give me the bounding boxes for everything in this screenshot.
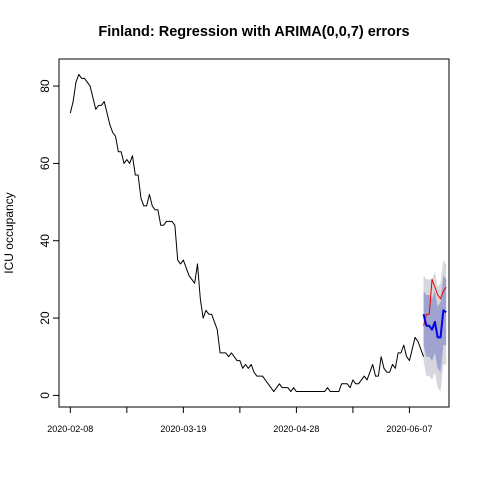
y-tick-label: 20	[38, 311, 52, 325]
x-tick-label: 2020-02-08	[47, 424, 93, 434]
plot-frame	[58, 58, 450, 408]
chart-title: Finland: Regression with ARIMA(0,0,7) er…	[98, 24, 409, 40]
y-tick-label: 0	[38, 392, 52, 399]
y-tick-label: 40	[38, 234, 52, 248]
y-tick-label: 60	[38, 156, 52, 170]
series-lines	[69, 73, 447, 393]
x-axis: 2020-02-08 2020-03-19 2020-04-28 2020-06-07	[47, 406, 432, 434]
x-tick-label: 2020-06-07	[386, 424, 432, 434]
series-line-2	[422, 309, 447, 339]
x-tick-label: 2020-03-19	[160, 424, 206, 434]
x-tick-label: 2020-04-28	[273, 424, 319, 434]
y-axis: 0 20 40 60 80	[38, 79, 59, 399]
series-line-0	[69, 73, 425, 393]
y-axis-label: ICU occupancy	[2, 192, 16, 273]
y-tick-label: 80	[38, 79, 52, 93]
series-line-1	[423, 278, 447, 326]
